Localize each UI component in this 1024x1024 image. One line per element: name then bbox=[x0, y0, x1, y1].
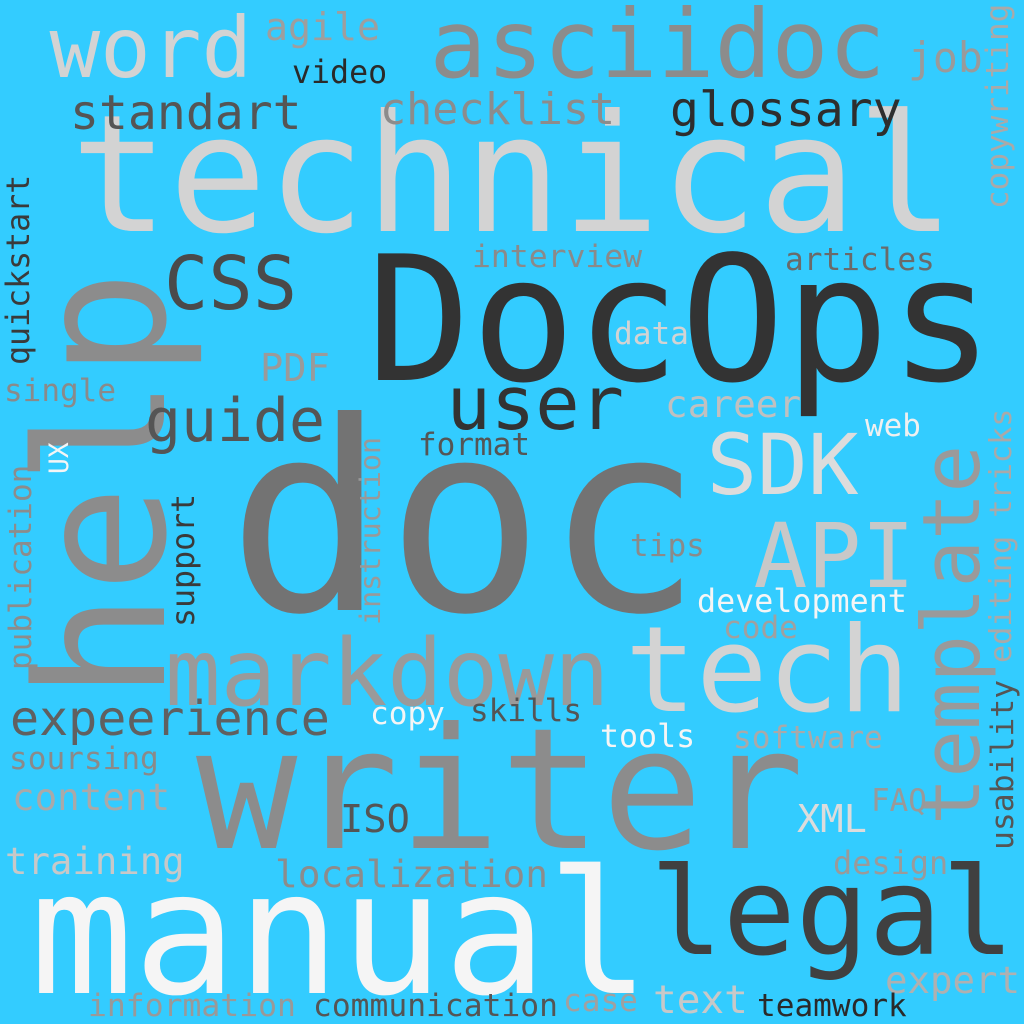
word-ux: UX bbox=[44, 441, 75, 474]
word-soursing: soursing bbox=[9, 740, 159, 777]
word-code: code bbox=[723, 609, 798, 646]
word-teamwork: teamwork bbox=[757, 987, 907, 1024]
word-iso: ISO bbox=[340, 796, 410, 842]
word-agile: agile bbox=[265, 6, 380, 50]
word-case: case bbox=[563, 982, 638, 1019]
word-template: template bbox=[906, 445, 998, 825]
word-training: training bbox=[5, 838, 185, 883]
word-markdown: markdown bbox=[165, 618, 610, 727]
word-user: user bbox=[446, 362, 624, 447]
word-tools: tools bbox=[600, 718, 696, 755]
word-standart: standart bbox=[70, 85, 302, 141]
word-copy: copy bbox=[370, 695, 445, 732]
word-communication: communication bbox=[313, 987, 558, 1024]
word-checklist: checklist bbox=[380, 85, 616, 135]
word-technical: technical bbox=[70, 81, 955, 270]
word-data: data bbox=[614, 315, 689, 352]
word-word: word bbox=[49, 0, 253, 97]
word-xml: XML bbox=[797, 796, 867, 842]
word-text: text bbox=[653, 976, 748, 1023]
word-tips: tips bbox=[630, 527, 705, 564]
word-legal: legal bbox=[650, 842, 1015, 983]
word-asciidoc: asciidoc bbox=[429, 0, 886, 100]
word-development: development bbox=[697, 584, 907, 620]
word-doc: doc bbox=[227, 366, 703, 673]
word-career: career bbox=[665, 382, 802, 426]
word-video: video bbox=[292, 55, 388, 91]
word-faq: FAQ bbox=[871, 782, 927, 819]
word-publication: publication bbox=[2, 464, 39, 670]
word-writer: writer bbox=[196, 692, 805, 888]
word-expeerience: expeerience bbox=[10, 691, 330, 747]
word-web: web bbox=[865, 407, 921, 444]
word-manual: manual bbox=[30, 835, 651, 1024]
word-sdk: SDK bbox=[706, 416, 859, 514]
word-pdf: PDF bbox=[260, 345, 330, 391]
word-expert: expert bbox=[885, 957, 1021, 1002]
word-job: job bbox=[908, 33, 983, 82]
word-css: CSS bbox=[164, 242, 298, 327]
word-usability: usability bbox=[984, 679, 1021, 850]
word-localization: localization bbox=[275, 852, 549, 896]
word-single: single bbox=[4, 372, 116, 409]
word-skills: skills bbox=[470, 692, 582, 729]
word-docops: DocOps bbox=[366, 218, 994, 421]
word-api: API bbox=[753, 504, 916, 609]
word-articles: articles bbox=[785, 241, 935, 278]
word-software: software bbox=[733, 719, 883, 756]
word-quickstart: quickstart bbox=[1, 174, 37, 365]
word-glossary: glossary bbox=[670, 81, 902, 138]
word-editing-tricks: editing tricks bbox=[984, 408, 1019, 663]
word-tech: tech bbox=[625, 601, 910, 739]
word-copywriting: copywriting bbox=[979, 3, 1016, 209]
word-format: format bbox=[418, 427, 530, 463]
word-guide: guide bbox=[145, 386, 326, 456]
word-interview: interview bbox=[472, 239, 643, 275]
word-instruction: instruction bbox=[353, 436, 387, 625]
word-content: content bbox=[12, 775, 171, 819]
word-support: support bbox=[166, 493, 202, 627]
word-information: information bbox=[88, 987, 296, 1024]
word-design: design bbox=[833, 843, 949, 882]
